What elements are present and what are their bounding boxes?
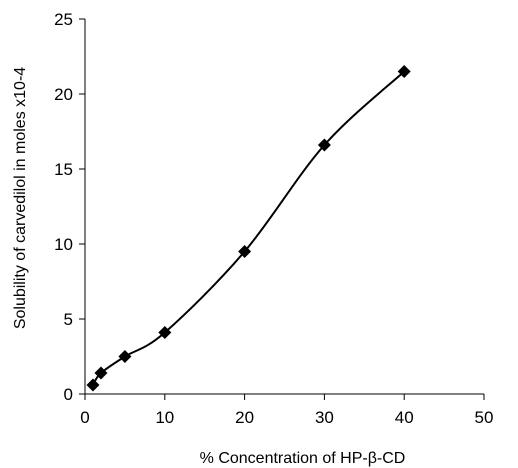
data-point-marker	[94, 366, 108, 380]
data-point-marker	[86, 378, 100, 392]
data-point-marker	[317, 138, 331, 152]
y-tick-label: 25	[54, 10, 73, 29]
x-tick-label: 10	[155, 408, 174, 427]
x-tick-label: 0	[80, 408, 89, 427]
x-axis-title: % Concentration of HP-β-CD	[200, 450, 406, 467]
x-tick-label: 30	[315, 408, 334, 427]
data-markers	[86, 65, 411, 392]
data-point-marker	[158, 326, 172, 339]
x-tick-label: 50	[475, 408, 494, 427]
y-axis-title: Solubility of carvedilol in moles x10-4	[12, 67, 29, 329]
y-tick-label: 0	[64, 385, 73, 404]
data-point-marker	[118, 350, 132, 363]
x-tick-label: 40	[395, 408, 414, 427]
y-axis-ticks: 0 5 10 15 20 25	[54, 10, 85, 404]
y-tick-label: 20	[54, 85, 73, 104]
y-tick-label: 15	[54, 160, 73, 179]
x-tick-label: 20	[235, 408, 254, 427]
y-tick-label: 5	[64, 310, 73, 329]
series-line	[92, 70, 405, 386]
x-axis-ticks: 0 10 20 30 40 50	[80, 394, 493, 427]
y-tick-label: 10	[54, 235, 73, 254]
data-point-marker	[397, 65, 411, 78]
data-point-marker	[238, 245, 252, 258]
